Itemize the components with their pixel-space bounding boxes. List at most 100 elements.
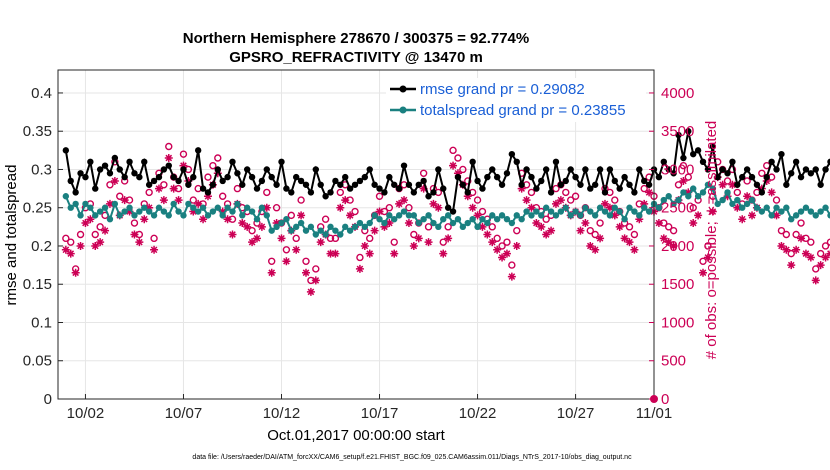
series-point-spread [587, 208, 594, 215]
obs-possible-point [444, 223, 452, 231]
obs-assimilated-point [110, 176, 119, 185]
series-point-rmse [493, 173, 501, 181]
series-point-spread [797, 208, 805, 215]
series-point-rmse [734, 181, 741, 188]
obs-assimilated-point [130, 230, 139, 239]
obs-possible-point [665, 223, 673, 231]
series-point-rmse [327, 189, 334, 196]
series-point-spread [636, 212, 643, 219]
series-point-rmse [817, 181, 824, 188]
obs-assimilated-point [478, 222, 487, 231]
series-point-rmse [150, 177, 158, 185]
series-point-rmse [690, 150, 697, 158]
series-point-spread [67, 204, 74, 211]
series-point-rmse [180, 166, 187, 173]
series-point-rmse [199, 185, 207, 192]
obs-possible-point [787, 249, 795, 258]
series-point-rmse [361, 173, 369, 181]
obs-assimilated-point [679, 176, 688, 185]
obs-assimilated-point [150, 245, 159, 254]
series-point-spread [552, 212, 560, 219]
obs-assimilated-point [409, 241, 418, 250]
series-point-spread [150, 212, 158, 219]
series-point-spread [533, 208, 540, 215]
obs-assimilated-point [184, 176, 193, 185]
obs-possible-point [214, 154, 222, 162]
series-point-rmse [273, 181, 280, 188]
series-point-rmse [822, 166, 829, 173]
series-point-rmse [758, 189, 766, 196]
series-point-spread [513, 212, 520, 219]
series-point-spread [302, 227, 310, 234]
obs-possible-point [165, 142, 173, 151]
obs-possible-point [267, 257, 276, 265]
series-point-spread [660, 196, 668, 204]
obs-assimilated-point [101, 226, 110, 235]
obs-assimilated-point [125, 207, 134, 216]
obs-assimilated-point [159, 196, 168, 205]
obs-assimilated-point [395, 199, 404, 208]
series-point-spread [381, 219, 388, 227]
series-point-rmse [572, 173, 579, 181]
x-tick-label: 10/22 [459, 405, 497, 422]
series-point-spread [788, 215, 795, 223]
obs-assimilated-point [96, 238, 105, 247]
obs-assimilated-point [238, 219, 247, 228]
obs-assimilated-point [444, 234, 453, 243]
series-point-spread [680, 189, 687, 196]
series-point-rmse [346, 185, 354, 192]
series-point-spread [234, 200, 241, 208]
obs-assimilated-point [718, 180, 727, 189]
series-point-spread [479, 215, 486, 223]
obs-assimilated-point [272, 219, 281, 228]
obs-assimilated-point [581, 219, 590, 228]
series-point-spread [645, 208, 653, 215]
obs-possible-point [552, 184, 560, 193]
series-point-spread [121, 208, 128, 215]
legend-box [386, 78, 646, 122]
series-point-spread [209, 208, 217, 215]
obs-assimilated-point [248, 238, 257, 247]
obs-assimilated-point [615, 222, 624, 231]
series-point-spread [503, 215, 511, 223]
obs-assimilated-point [772, 211, 781, 220]
y-right-tick-label: 3500 [661, 123, 694, 140]
obs-assimilated-point [610, 211, 619, 220]
series-point-rmse [503, 170, 511, 177]
series-point-spread [440, 215, 447, 223]
series-point-spread [444, 212, 452, 219]
obs-assimilated-point [66, 249, 75, 258]
series-point-spread [768, 212, 775, 219]
series-point-spread [204, 212, 212, 219]
series-point-rmse [297, 177, 305, 185]
series-point-rmse [351, 181, 359, 188]
obs-assimilated-point [81, 219, 90, 228]
obs-assimilated-point [302, 268, 311, 277]
obs-assimilated-point [738, 215, 747, 224]
series-point-rmse [332, 177, 339, 185]
series-point-spread [116, 212, 123, 219]
obs-assimilated-point [105, 199, 114, 208]
series-point-spread [405, 212, 413, 219]
obs-possible-point [493, 234, 501, 243]
series-point-spread [106, 215, 114, 223]
obs-assimilated-point [792, 245, 801, 254]
series-point-rmse [626, 181, 633, 188]
obs-possible-point [625, 223, 634, 231]
series-point-spread [591, 212, 599, 219]
y-right-tick-label: 2000 [661, 238, 694, 255]
series-point-spread [758, 208, 766, 215]
series-point-spread [395, 212, 403, 219]
obs-assimilated-point [797, 234, 806, 243]
obs-possible-point [292, 234, 300, 243]
y-left-tick-label: 0.25 [23, 200, 52, 217]
obs-assimilated-point [86, 215, 95, 224]
y-left-tick-label: 0.15 [23, 276, 52, 293]
series-point-spread [498, 212, 506, 219]
series-point-rmse [498, 181, 506, 188]
obs-assimilated-point [542, 230, 551, 239]
series-point-rmse [567, 166, 574, 173]
series-point-spread [82, 200, 89, 208]
series-point-rmse [797, 173, 805, 181]
series-point-rmse [190, 173, 197, 181]
